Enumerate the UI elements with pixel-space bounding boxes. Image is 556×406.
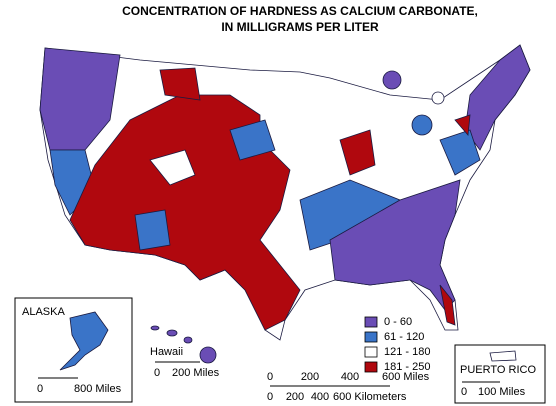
legend-label: 0 - 60 [384, 316, 412, 328]
scale-label: 0 [461, 386, 467, 398]
region [159, 67, 201, 101]
region [134, 209, 171, 251]
region [464, 44, 531, 151]
scale-label: 0 [267, 371, 273, 383]
scale-label: 0 [154, 367, 160, 379]
scale-label: 600 Miles [382, 371, 430, 383]
legend-label: 181 - 250 [384, 361, 430, 373]
scale-label: 400 [311, 391, 329, 403]
title-line: IN MILLIGRAMS PER LITER [221, 20, 379, 34]
scale-label: 200 [301, 371, 319, 383]
scale-label: 600 Kilometers [333, 391, 407, 403]
lake [382, 70, 402, 90]
region [339, 129, 376, 176]
legend-label: 61 - 120 [384, 331, 424, 343]
region [149, 149, 196, 186]
legend-swatch [364, 346, 378, 358]
region [59, 311, 109, 371]
legend: 0 - 60 61 - 120 121 - 180 181 - 250 [364, 316, 430, 373]
scale-label: 0 [37, 383, 43, 395]
region [329, 179, 461, 311]
legend-swatch [364, 331, 378, 343]
region [454, 114, 471, 136]
scale-label: 800 Miles [74, 383, 122, 395]
lake [411, 114, 433, 136]
title-line: CONCENTRATION OF HARDNESS AS CALCIUM CAR… [122, 4, 478, 18]
legend-label: 121 - 180 [384, 346, 430, 358]
region [439, 284, 456, 326]
conterminous-us [39, 44, 531, 341]
legend-swatch [364, 316, 378, 328]
island [166, 329, 178, 337]
region [489, 350, 517, 362]
scale-label: 0 [267, 391, 273, 403]
scale-label: 100 Miles [478, 386, 526, 398]
island [199, 346, 217, 364]
scale-label: 400 [341, 371, 359, 383]
island [183, 336, 193, 344]
region [439, 129, 481, 176]
inset-label: Hawaii [150, 346, 183, 358]
region [229, 119, 276, 161]
inset-label: ALASKA [22, 306, 65, 318]
inset-frame [14, 297, 133, 403]
scale-label: 200 Miles [172, 367, 220, 379]
lake [431, 91, 445, 105]
inset-label: PUERTO RICO [460, 364, 536, 376]
legend-swatch [364, 361, 378, 373]
island [150, 325, 160, 331]
scale-label: 200 [286, 391, 304, 403]
